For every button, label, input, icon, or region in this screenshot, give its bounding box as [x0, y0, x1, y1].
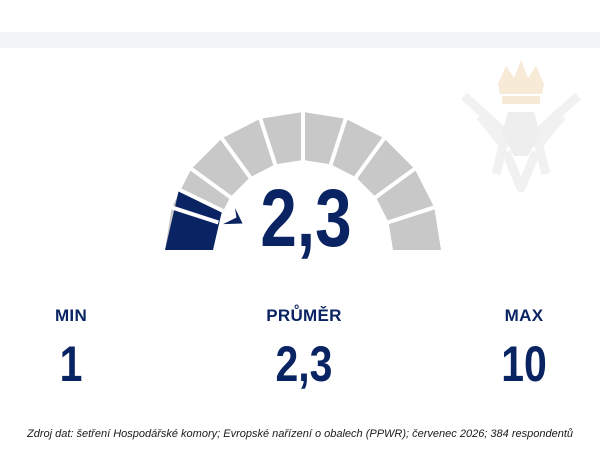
max-value: 10	[501, 336, 547, 392]
gauge-separator	[189, 166, 233, 200]
gauge-separator	[328, 117, 348, 166]
gauge-separators	[170, 111, 436, 225]
lion-crest-icon	[460, 60, 582, 193]
top-strip	[0, 0, 600, 32]
gauge-chart: 2,3	[165, 111, 441, 264]
header-divider	[0, 32, 600, 48]
gauge-separator	[258, 117, 278, 166]
max-label: MAX	[504, 306, 544, 325]
gauge-segment	[191, 138, 251, 198]
gauge-separator	[353, 136, 387, 180]
gauge-segment	[330, 118, 385, 178]
gauge-segment	[375, 168, 435, 223]
gauge-separator	[373, 166, 417, 200]
gauge-segment	[221, 118, 276, 178]
gauge-separator	[219, 136, 253, 180]
gauge-segment	[355, 138, 415, 198]
gauge-separator	[387, 205, 436, 225]
source-note: Zdroj dat: šetření Hospodářské komory; E…	[26, 428, 573, 440]
gauge-pointer	[223, 207, 243, 225]
gauge-value: 2,3	[260, 172, 351, 264]
gauge-fill-edge	[177, 187, 224, 213]
gauge-separator	[170, 205, 219, 225]
average-value: 2,3	[275, 336, 333, 392]
average-label: PRŮMĚR	[266, 306, 342, 325]
min-label: MIN	[54, 306, 88, 325]
min-value: 1	[59, 336, 83, 392]
